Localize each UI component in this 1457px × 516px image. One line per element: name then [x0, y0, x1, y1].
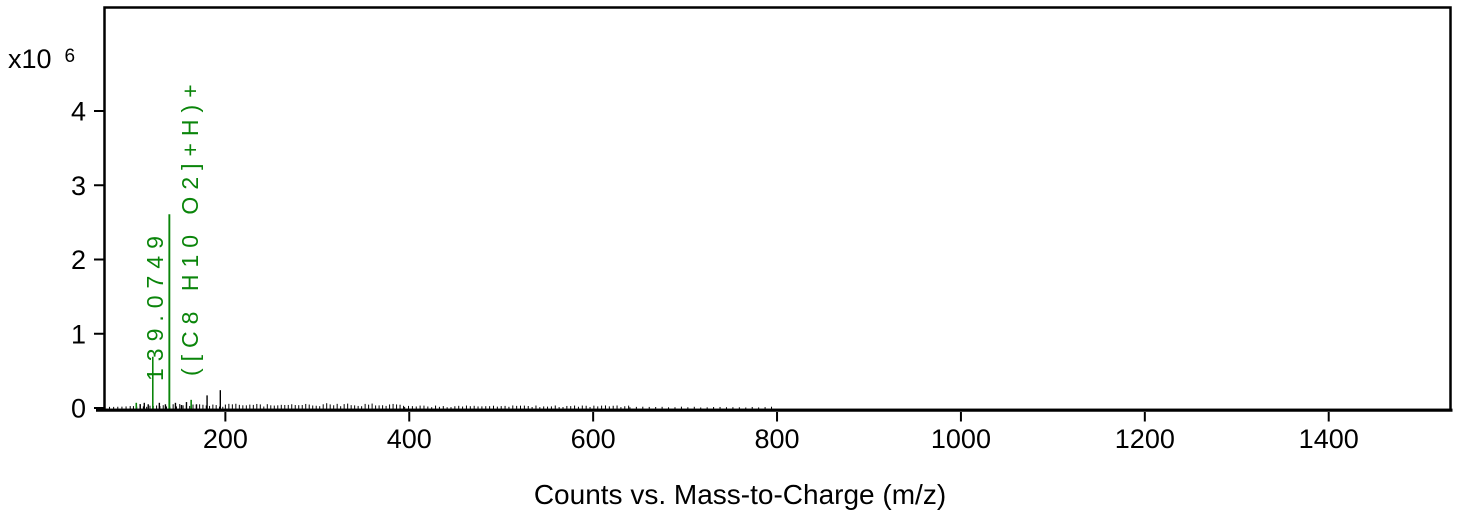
x-tick-label: 800 [755, 424, 800, 454]
x-axis-title: Counts vs. Mass-to-Charge (m/z) [533, 479, 947, 510]
peak-formula-label: ([C8 H10 O2]+H)+ [177, 77, 203, 376]
y-tick-label: 0 [71, 394, 86, 424]
y-tick-label: 4 [71, 97, 86, 127]
x-tick-label: 600 [571, 424, 616, 454]
y-scale-mantissa: x10 [8, 44, 52, 74]
x-tick-label: 200 [203, 424, 248, 454]
peak-mass-label: 139.0749 [142, 229, 168, 381]
y-tick-label: 3 [71, 171, 86, 201]
x-tick-label: 1400 [1299, 424, 1359, 454]
x-tick-label: 1000 [931, 424, 991, 454]
y-axis-scale-label: x10 6 [8, 44, 75, 75]
plot-frame [103, 6, 1452, 412]
y-tick-label: 2 [71, 245, 86, 275]
y-tick-label: 1 [71, 319, 86, 349]
x-tick-label: 400 [387, 424, 432, 454]
x-tick-label: 1200 [1115, 424, 1175, 454]
y-scale-exponent: 6 [64, 46, 76, 67]
